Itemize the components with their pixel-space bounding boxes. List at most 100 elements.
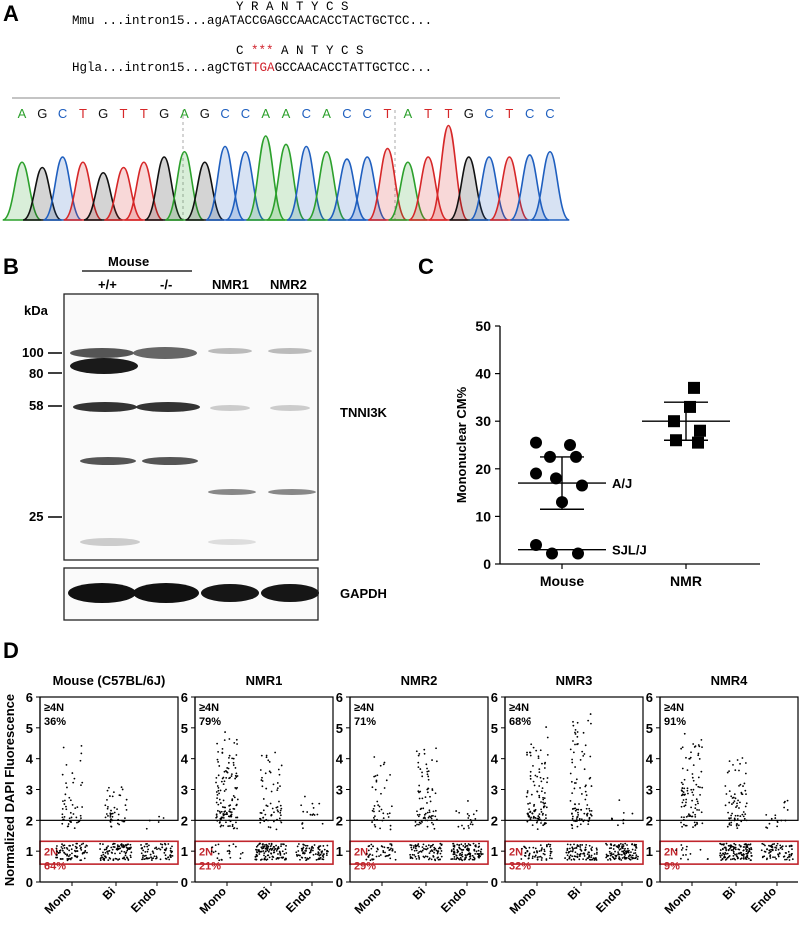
d-point [318,802,321,805]
d-point [230,813,233,816]
d-point [719,849,722,851]
d-point [477,846,480,849]
d-point [74,845,77,848]
d-point [226,771,229,774]
d-point [547,843,550,846]
d-point [577,811,579,814]
d-point [744,848,747,850]
d-point [735,853,738,856]
d-point [568,856,571,858]
d-point [102,853,105,856]
d-point [788,859,791,861]
d-point [590,810,593,812]
d-point [587,851,590,854]
d-point [568,847,571,850]
d-point [77,821,80,823]
d-point [220,816,223,819]
d-point [427,858,430,861]
d-point [730,824,732,827]
d-point [533,784,536,787]
d-point [277,768,280,771]
marker-label-80: 80 [29,366,43,381]
d-point [433,827,436,830]
d-gate-low-pct: 64% [44,860,66,872]
d-point [531,857,534,860]
d-point [264,772,267,775]
d-point [576,731,579,733]
d-point [781,845,784,848]
d-point [631,848,634,851]
d-point [540,801,542,803]
d-point [572,740,574,742]
d-point [732,763,734,766]
d-point [61,813,64,816]
d-point [698,745,701,748]
d-point [150,859,153,861]
d-point [390,805,393,808]
d-point [151,857,154,860]
d-point [81,806,84,808]
d-point [426,802,428,804]
d-point [129,856,132,859]
d-point [124,817,126,820]
d-point [225,776,228,779]
d-point [742,857,745,860]
d-point [787,850,790,853]
d-point [786,809,789,811]
d-point [414,820,417,823]
gapdh-band [133,583,199,603]
d-point [262,809,265,812]
d-point [378,805,381,808]
d-point [745,844,748,846]
d-point [690,751,692,754]
c-y-tick-label: 20 [475,461,491,477]
d-point [537,757,540,760]
d-point [617,824,619,827]
d-point [426,788,429,791]
d-point [634,852,637,854]
d-point [728,760,731,763]
d-point [588,809,591,812]
d-point [540,819,543,822]
d-point [259,769,262,771]
d-point [735,806,737,809]
d-point [83,857,86,860]
d-point [590,854,593,857]
d-point [683,778,686,781]
d-point [766,827,769,829]
d-point [579,852,582,855]
d-gate-high-label: ≥4N [664,702,684,714]
d-point [539,818,541,821]
d-point [163,851,166,854]
d-point [783,855,786,858]
d-point [223,739,226,742]
d-point [106,799,108,801]
d-point [215,801,218,804]
d-point [737,824,740,827]
d-point [747,843,750,846]
d-point [775,847,778,849]
d-point [635,846,637,849]
d-point [540,790,543,793]
d-point [725,793,728,795]
d-point [61,843,63,846]
d-point [696,800,699,803]
d-point [693,821,696,824]
d-point [372,807,375,810]
d-point [700,738,703,741]
d-point [418,845,420,848]
d-point [365,852,368,855]
d-point [417,766,420,769]
d-point [218,859,221,862]
d-point [746,846,749,849]
d-point [744,857,747,860]
d-point [371,854,374,857]
d-point [367,849,370,852]
trace-peak [185,161,225,221]
d-gate-low-pct: 21% [199,860,221,872]
d-point [540,822,542,824]
d-point [526,820,529,823]
d-point [264,855,267,858]
d-point [420,850,423,853]
d-point [736,802,738,805]
